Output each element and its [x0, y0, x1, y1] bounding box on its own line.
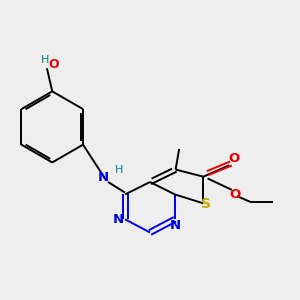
Text: O: O [49, 58, 59, 71]
Text: O: O [229, 152, 240, 165]
Text: S: S [201, 197, 211, 211]
Text: N: N [113, 213, 124, 226]
Text: H: H [41, 56, 49, 65]
Text: N: N [169, 219, 180, 232]
Text: N: N [98, 171, 109, 184]
Text: H: H [115, 165, 124, 175]
Text: O: O [230, 188, 241, 201]
